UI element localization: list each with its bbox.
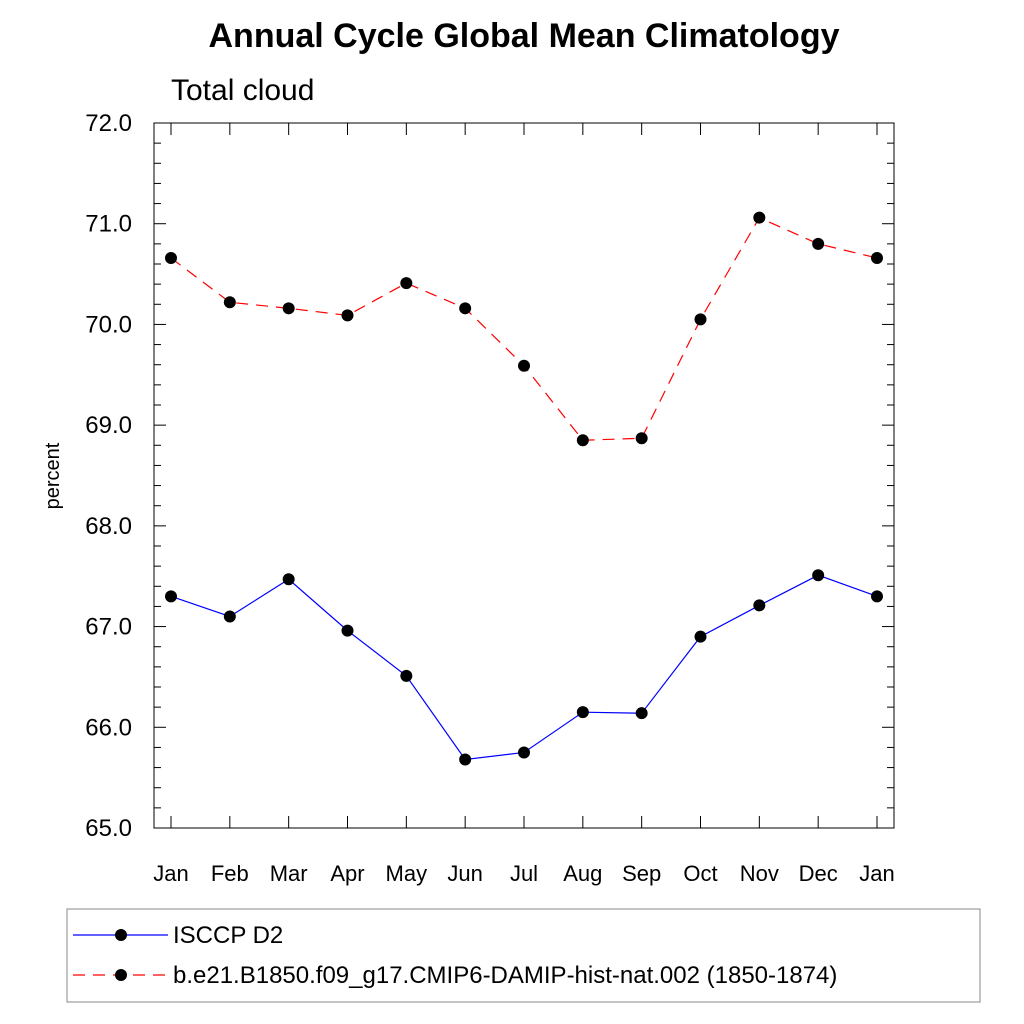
y-tick-label: 66.0 [85,714,132,741]
chart-subtitle: Total cloud [171,74,314,107]
data-point [576,434,589,447]
y-tick-label: 71.0 [85,211,132,238]
x-tick-label: Oct [683,861,717,886]
data-point [812,569,825,582]
series-line-1 [170,216,878,441]
data-point [223,296,236,309]
x-tick-label: Feb [211,861,249,886]
x-tick-label: Nov [740,861,779,886]
y-tick-label: 72.0 [85,110,132,137]
data-point [635,432,648,445]
data-point [518,746,530,759]
legend-label: ISCCP D2 [173,922,283,949]
data-point [871,251,883,264]
data-point [694,630,707,643]
x-tick-label: Jan [153,861,188,886]
legend-marker [115,929,127,941]
legend-marker [115,969,127,981]
data-point [282,573,295,586]
data-point [518,359,530,372]
x-tick-label: Jun [447,861,482,886]
x-tick-label: May [386,861,428,886]
data-point [165,251,177,264]
y-tick-label: 65.0 [85,815,132,842]
data-point [165,590,177,603]
data-point [341,624,354,637]
data-point [282,302,295,315]
data-point [576,706,589,719]
legend-label: b.e21.B1850.f09_g17.CMIP6-DAMIP-hist-nat… [173,962,837,989]
plot-frame [153,122,895,829]
chart-title: Annual Cycle Global Mean Climatology [209,17,840,55]
data-point [871,590,883,603]
y-tick-label: 68.0 [85,513,132,540]
y-axis-label: percent [42,442,64,509]
y-tick-label: 69.0 [85,412,132,439]
legend [66,908,981,1003]
data-point [459,753,472,766]
x-tick-label: Jul [510,861,538,886]
data-point [635,707,648,720]
legend-items: ISCCP D2 b.e21.B1850.f09_g17.CMIP6-DAMIP-… [73,922,837,989]
x-tick-label: Dec [799,861,838,886]
data-point [223,610,236,623]
data-point [753,211,766,224]
y-tick-label: 70.0 [85,311,132,338]
data-point [694,313,707,326]
series-layer [165,211,883,766]
data-point [753,599,766,612]
x-tick-label: Jan [859,861,894,886]
series-line-0 [170,574,878,761]
y-axis-ticks: 65.0 66.0 67.0 68.0 69.0 70.0 71.0 72.0 [85,110,894,842]
data-point [400,277,413,290]
data-point [459,302,472,315]
x-tick-label: Sep [622,861,661,886]
data-point [812,237,825,250]
data-point [400,669,413,682]
x-axis-ticks: Jan Feb Mar Apr May Jun Jul Aug Sep Oct Nov Dec Jan [153,123,895,886]
x-tick-label: Mar [270,861,308,886]
x-tick-label: Aug [563,861,602,886]
x-tick-label: Apr [330,861,364,886]
data-point [341,309,354,322]
y-tick-label: 67.0 [85,614,132,641]
